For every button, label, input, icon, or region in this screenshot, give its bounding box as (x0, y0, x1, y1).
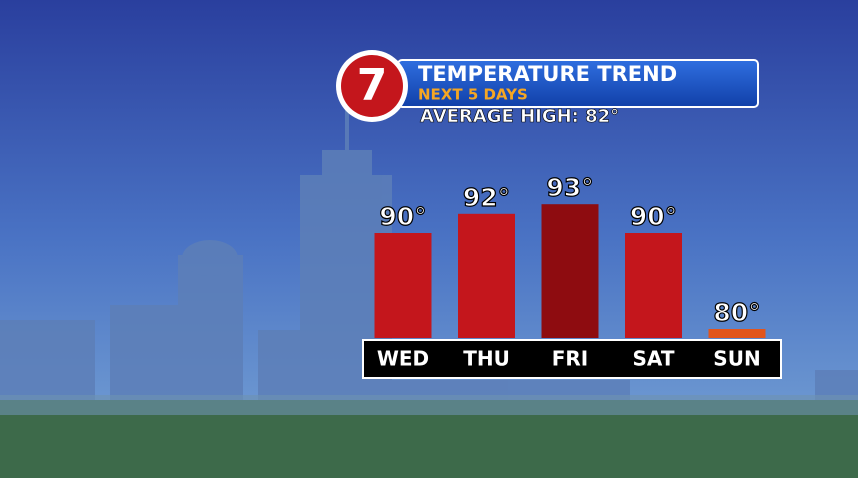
bar (458, 213, 515, 338)
x-tick-label: SUN (713, 347, 760, 371)
haze (0, 395, 858, 415)
bar (374, 233, 432, 338)
x-tick-label: SAT (633, 347, 675, 371)
logo-text: 7 (357, 60, 388, 111)
x-tick-label: THU (463, 347, 510, 371)
value-label: 92° (463, 183, 510, 212)
value-label: 90° (630, 202, 677, 231)
bar (625, 233, 682, 338)
bar (708, 329, 766, 338)
chart-subtitle: NEXT 5 DAYS (418, 86, 528, 104)
day-strip (362, 339, 782, 379)
value-label: 80° (713, 298, 760, 327)
x-tick-label: FRI (552, 347, 589, 371)
value-label: 93° (546, 173, 593, 202)
logo (341, 55, 403, 117)
chart-title: TEMPERATURE TREND (418, 62, 677, 86)
x-tick-label: WED (377, 347, 429, 371)
annotation: AVERAGE HIGH: 82° (420, 106, 619, 127)
value-label: 90° (379, 202, 426, 231)
bar (541, 204, 599, 338)
